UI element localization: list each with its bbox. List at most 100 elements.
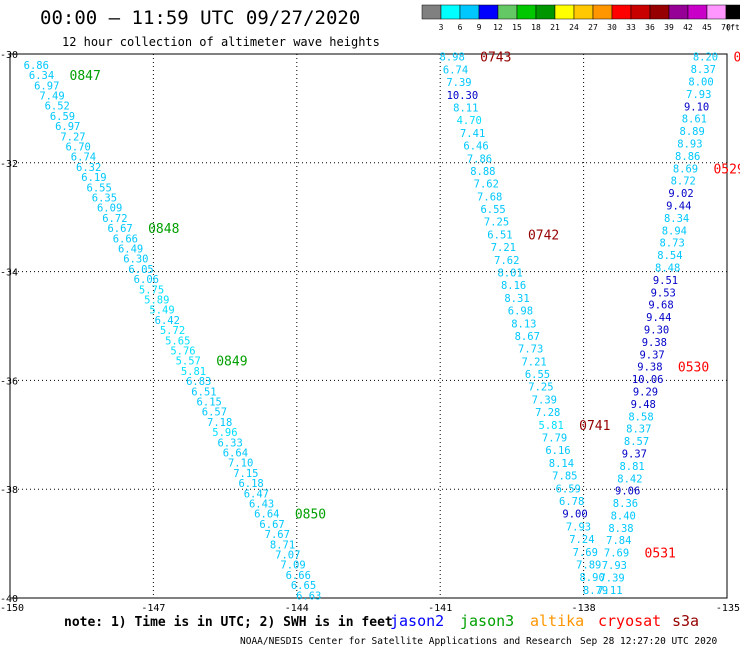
wave-height-value: 8.01 <box>498 268 523 280</box>
wave-height-value: 9.02 <box>668 188 693 200</box>
wave-height-value: 9.29 <box>633 386 658 398</box>
y-tick-label: -32 <box>0 159 18 170</box>
wave-height-value: 6.51 <box>487 229 512 241</box>
wave-height-value: 8.93 <box>677 139 702 151</box>
plot-frame <box>9 53 728 599</box>
satellite-legend: jason2 jason3 altika cryosat s3a <box>390 612 699 630</box>
x-tick-label: -138 <box>572 603 596 614</box>
wave-height-value: 6.47 <box>244 488 269 500</box>
wave-height-value: 8.98 <box>440 52 465 64</box>
wave-height-value: 6.97 <box>34 80 59 92</box>
colorbar-tick-label: 30 <box>607 23 617 32</box>
colorbar-swatch <box>573 4 594 20</box>
wave-height-value: 8.90 <box>579 572 604 584</box>
wave-height-value: 8.54 <box>657 250 682 262</box>
wave-height-value: 8.14 <box>549 458 574 470</box>
colorbar-swatch <box>516 4 537 20</box>
wave-height-value: 7.73 <box>518 344 543 356</box>
colorbar-swatch <box>554 4 575 20</box>
y-tick-label: -36 <box>0 376 18 387</box>
wave-height-value: 8.57 <box>624 436 649 448</box>
wave-height-value: 9.30 <box>644 324 669 336</box>
wave-height-value: 8.37 <box>691 64 716 76</box>
wave-height-value: 8.20 <box>693 52 718 64</box>
wave-height-value: 7.89 <box>576 559 601 571</box>
wave-height-value: 7.41 <box>460 128 485 140</box>
colorbar-tick-label: 39 <box>664 23 674 32</box>
colorbar-tick-label: 27 <box>588 23 598 32</box>
wave-height-value: 8.13 <box>511 318 536 330</box>
wave-height-value: 8.11 <box>453 102 478 114</box>
time-label: 0529 <box>713 162 740 177</box>
y-tick-label: -38 <box>0 485 18 496</box>
wave-height-value: 7.18 <box>207 417 232 429</box>
wave-height-value: 7.21 <box>521 356 546 368</box>
wave-height-value: 6.72 <box>102 213 127 225</box>
time-label: 0850 <box>295 508 326 523</box>
wave-height-value: 9.06 <box>615 486 640 498</box>
wave-height-value: 6.78 <box>559 496 584 508</box>
time-label: 0528 <box>733 51 740 66</box>
colorbar-tick-label: 6 <box>458 23 463 32</box>
wave-height-value: 6.18 <box>238 478 263 490</box>
wave-height-value: 7.68 <box>477 191 502 203</box>
wave-height-value: 7.21 <box>491 242 516 254</box>
colorbar-tick-label: 3 <box>439 23 444 32</box>
time-label: 0848 <box>148 222 179 237</box>
wave-height-value: 7.49 <box>39 90 64 102</box>
grid-lines <box>10 54 727 598</box>
wave-height-value: 6.55 <box>480 204 505 216</box>
x-tick-label: -150 <box>0 603 24 614</box>
wave-height-value: 8.37 <box>626 424 651 436</box>
wave-height-value: 9.10 <box>684 101 709 113</box>
footer-note: note: 1) Time is in UTC; 2) SWH is in fe… <box>64 615 393 630</box>
colorbar-swatch <box>478 4 499 20</box>
colorbar-unit: (ft) <box>725 23 740 32</box>
y-tick-label: -40 <box>0 594 18 605</box>
wave-height-value: 6.51 <box>191 386 216 398</box>
legend-jason3: jason3 <box>460 612 514 630</box>
wave-height-value: 7.93 <box>686 89 711 101</box>
wave-height-value: 8.61 <box>682 114 707 126</box>
wave-height-value: 9.44 <box>666 200 691 212</box>
wave-height-value: 8.88 <box>470 166 495 178</box>
wave-height-value: 4.70 <box>457 115 482 127</box>
wave-height-value: 7.07 <box>275 549 300 561</box>
wave-height-value: 8.86 <box>675 151 700 163</box>
wave-height-value: 6.42 <box>155 315 180 327</box>
time-label: 0847 <box>70 69 101 84</box>
wave-height-value: 6.66 <box>113 233 138 245</box>
colorbar-tick-label: 70 <box>721 23 731 32</box>
wave-height-value: 5.65 <box>165 335 190 347</box>
colorbar-swatch <box>725 4 740 20</box>
colorbar-tick-label: 12 <box>493 23 503 32</box>
wave-height-value: 5.81 <box>539 420 564 432</box>
wave-height-value: 6.63 <box>296 590 321 602</box>
time-label: 0742 <box>528 228 559 243</box>
wave-height-value: 8.94 <box>662 225 687 237</box>
colorbar-swatch <box>649 4 670 20</box>
wave-height-value: 7.27 <box>60 131 85 143</box>
wave-height-value: 6.30 <box>123 254 148 266</box>
wave-height-value: 6.65 <box>291 580 316 592</box>
wave-height-value: 6.55 <box>87 182 112 194</box>
x-tick-label: -144 <box>285 603 309 614</box>
wave-height-value: 6.34 <box>29 70 54 82</box>
footer-timestamp: Sep 28 12:27:20 UTC 2020 <box>580 636 718 647</box>
time-label: 0743 <box>480 51 511 66</box>
colorbar-tick-label: 42 <box>683 23 693 32</box>
wave-height-value: 8.31 <box>504 293 529 305</box>
track-s3a: 8.986.747.3910.308.114.707.416.467.868.8… <box>440 51 611 597</box>
wave-height-value: 6.86 <box>24 60 49 72</box>
wave-height-value: 9.37 <box>639 349 664 361</box>
colorbar-tick-label: 18 <box>531 23 541 32</box>
colorbar-swatch <box>535 4 556 20</box>
wave-height-value: 8.69 <box>673 163 698 175</box>
colorbar-tick-label: 9 <box>477 23 482 32</box>
wave-height-value: 6.64 <box>223 447 248 459</box>
colorbar-swatch <box>421 4 442 20</box>
wave-height-value: 9.37 <box>622 448 647 460</box>
wave-height-value: 7.84 <box>606 535 631 547</box>
wave-height-value: 7.24 <box>569 534 594 546</box>
